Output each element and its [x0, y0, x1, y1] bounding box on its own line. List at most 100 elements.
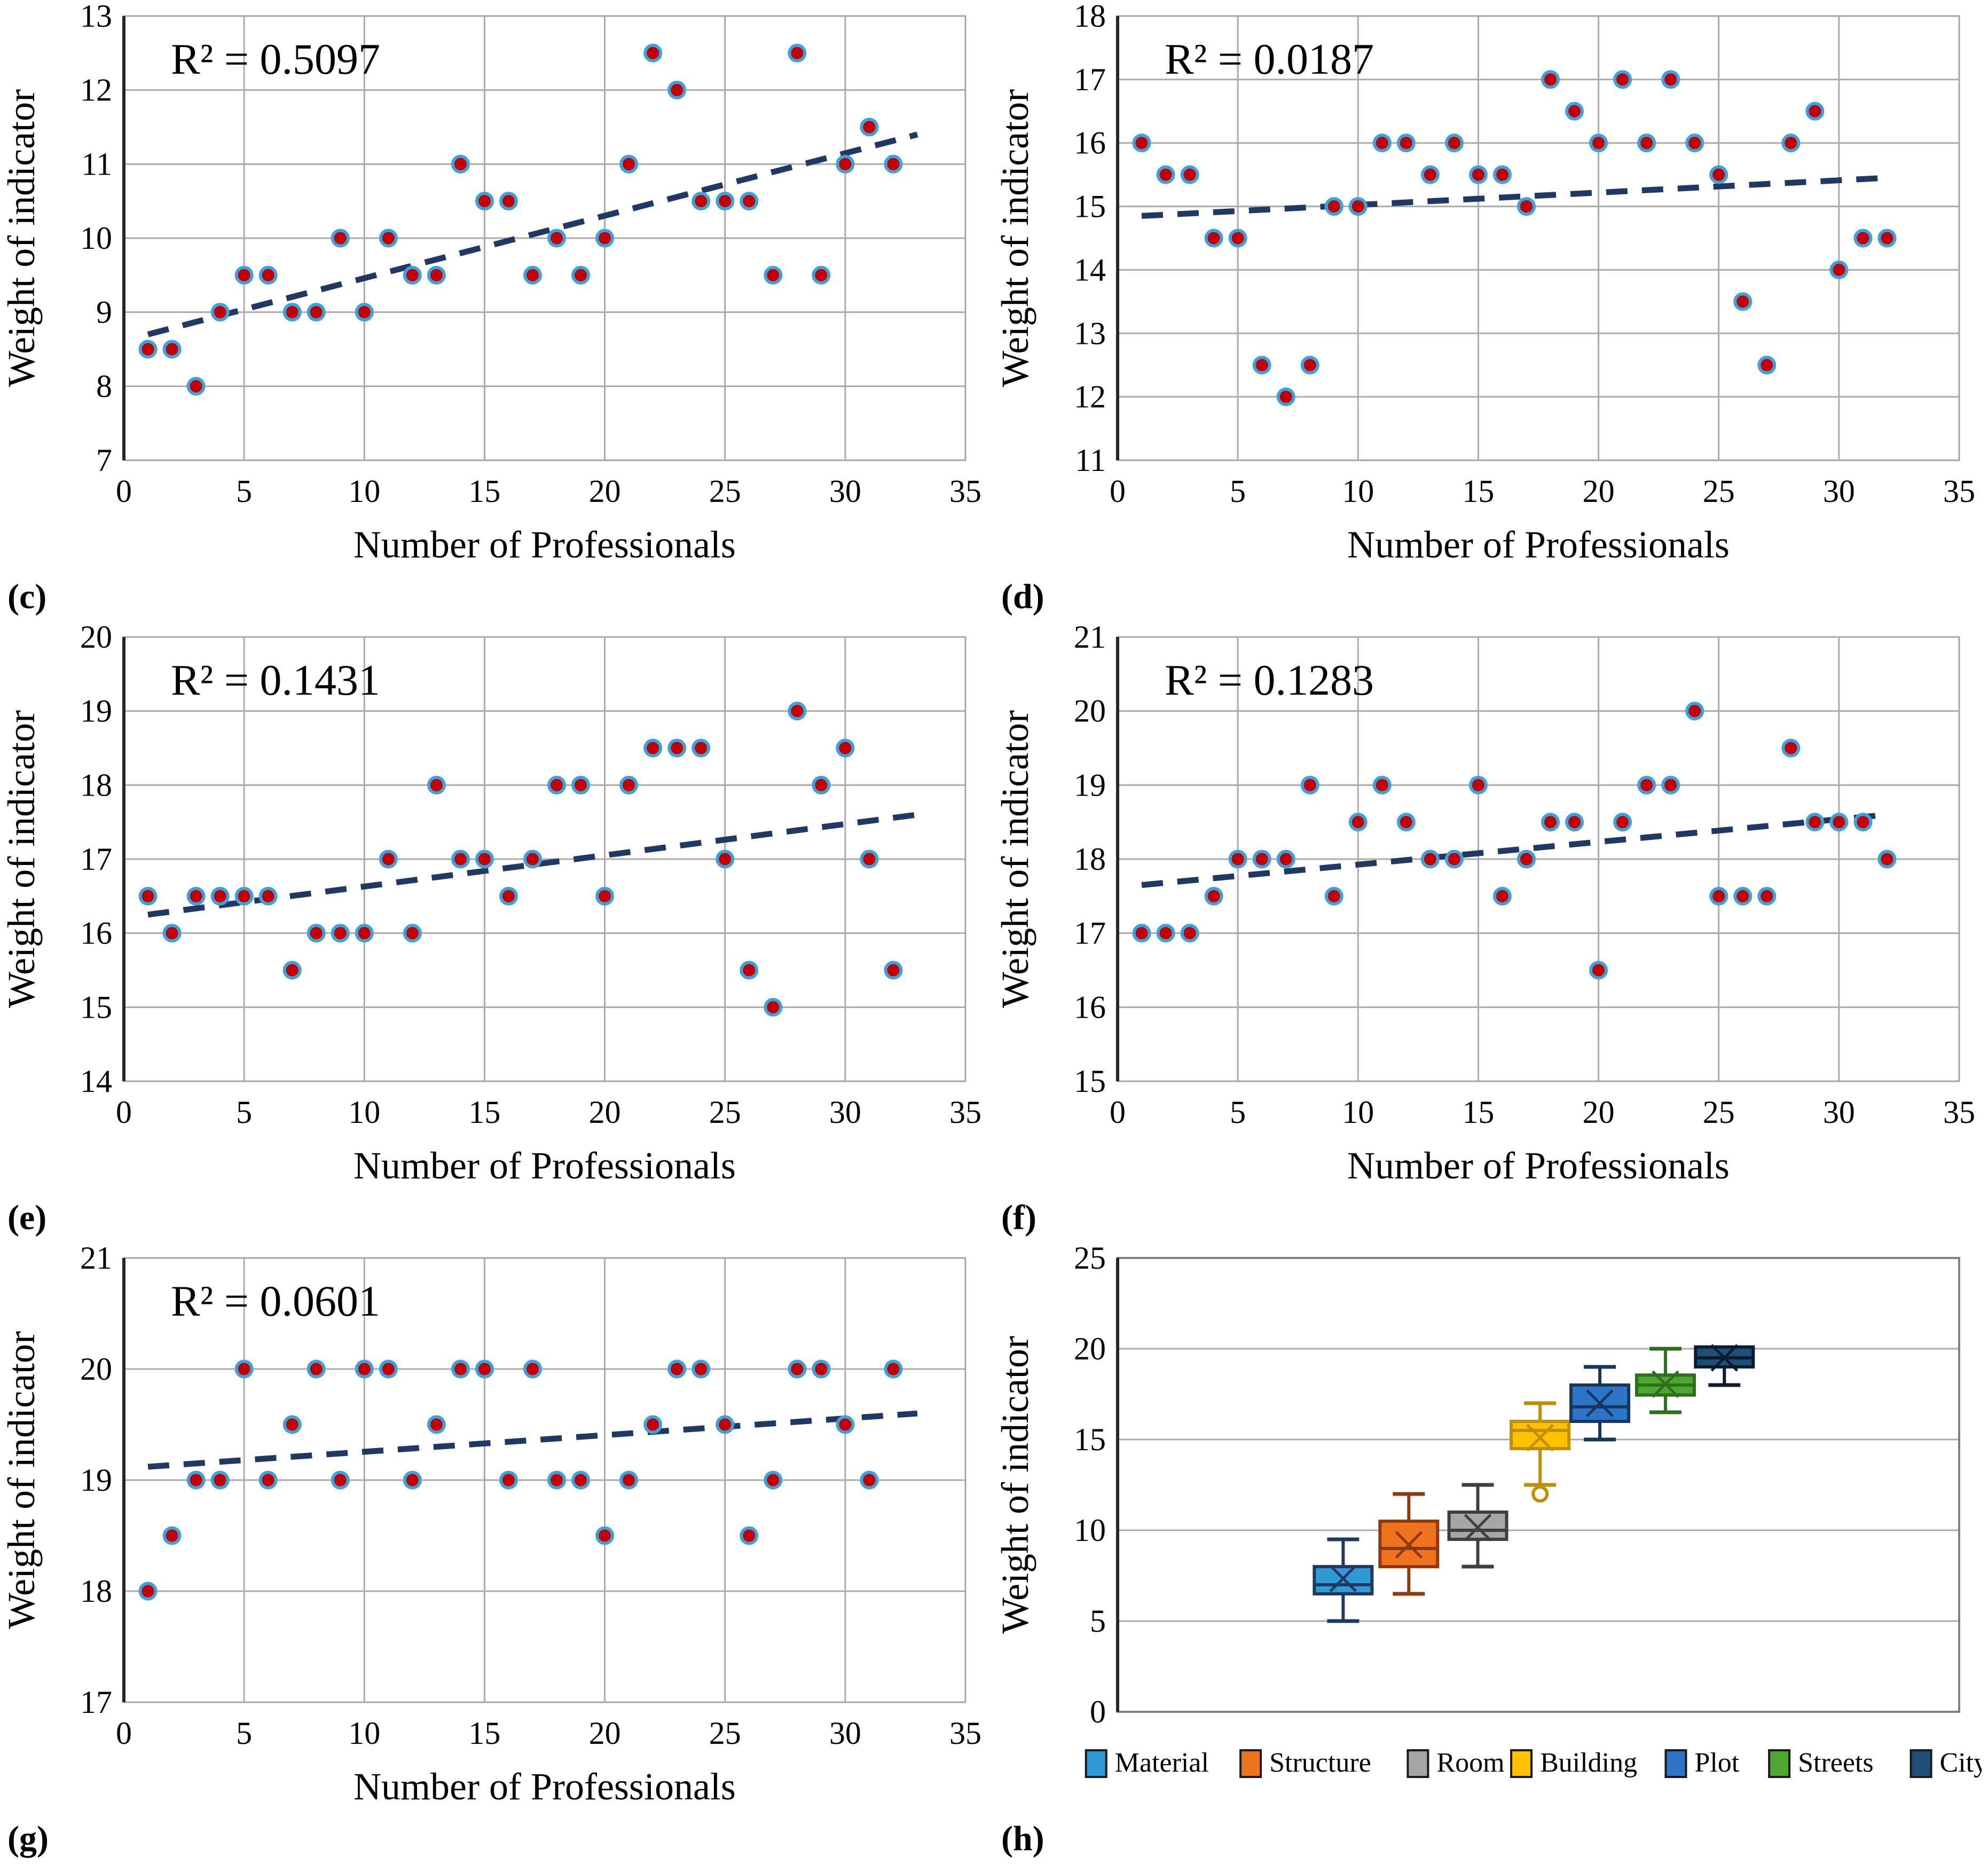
legend-label-streets: Streets: [1798, 1748, 1874, 1778]
y-tick-label: 13: [1074, 316, 1106, 351]
data-point: [1516, 850, 1536, 869]
legend-label-structure: Structure: [1269, 1748, 1371, 1778]
y-tick-label: 0: [1090, 1694, 1106, 1729]
data-point: [1661, 70, 1680, 89]
data-point: [716, 1415, 735, 1434]
data-point: [234, 265, 254, 285]
data-point: [1468, 775, 1488, 795]
data-point: [1324, 197, 1343, 216]
data-point: [1781, 133, 1801, 153]
data-point: [836, 1415, 855, 1434]
y-tick-label: 5: [1090, 1603, 1106, 1639]
panel-label-g: (g): [7, 1819, 49, 1858]
legend-swatch-streets: [1768, 1749, 1791, 1778]
y-tick-label: 7: [96, 443, 112, 478]
data-point: [1300, 775, 1319, 795]
panel-c: R² = 0.5097 7 8 9 10 11 12 13 0 5 10 15 20 25 30 35 Weig…: [0, 0, 994, 621]
x-tick-label: 15: [468, 1716, 500, 1751]
box-city: [1694, 1344, 1755, 1387]
trendline: [1141, 812, 1888, 888]
x-tick-label: 20: [589, 1716, 621, 1751]
data-point: [1156, 924, 1175, 943]
data-point: [740, 192, 759, 211]
data-point: [1613, 70, 1632, 89]
panel-f: R² = 0.1283 15 16 17 18 19 20 21 0 5 10 15 20 25 30 35 W…: [994, 621, 1988, 1242]
x-tick-label: 5: [236, 1095, 252, 1130]
data-point: [1348, 197, 1368, 216]
data-point: [451, 1359, 470, 1379]
y-tick-label: 12: [1074, 379, 1106, 414]
y-axis-title: Weight of indicator: [0, 710, 43, 1008]
data-point: [788, 702, 807, 721]
y-tick-label: 20: [1074, 694, 1106, 729]
data-point: [643, 738, 663, 758]
data-point: [1252, 850, 1271, 869]
data-point: [258, 886, 278, 906]
data-point: [1468, 165, 1488, 184]
data-point: [860, 1470, 879, 1490]
data-point: [764, 265, 783, 285]
data-point: [667, 738, 687, 758]
data-point: [162, 924, 182, 943]
panel-label-d: (d): [1001, 577, 1044, 616]
data-point: [1492, 886, 1512, 906]
data-point: [1781, 738, 1801, 758]
data-point: [1444, 133, 1464, 153]
data-point: [836, 738, 855, 758]
y-tick-label: 21: [1074, 621, 1106, 655]
r-squared-label: R² = 0.5097: [171, 35, 380, 83]
y-tick-label: 18: [80, 1574, 112, 1609]
y-tick-label: 13: [80, 0, 112, 34]
data-point: [1444, 850, 1464, 869]
data-point: [186, 1470, 206, 1490]
data-point: [331, 229, 350, 248]
data-point: [499, 192, 518, 211]
data-point: [595, 886, 615, 906]
legend-swatch-city: [1910, 1749, 1932, 1778]
y-tick-label: 18: [1074, 0, 1106, 34]
data-point: [788, 43, 807, 62]
y-axis-title: Weight of indicator: [0, 89, 43, 387]
data-point: [1276, 850, 1295, 869]
data-point: [1829, 260, 1849, 279]
data-point: [1228, 850, 1247, 869]
x-tick-label: 10: [348, 1716, 380, 1751]
data-point: [884, 154, 903, 174]
trendline: [1141, 175, 1888, 219]
x-tick-label: 35: [949, 1095, 981, 1130]
x-tick-label: 30: [829, 1095, 861, 1130]
data-point: [692, 1359, 711, 1379]
data-point: [1829, 813, 1849, 832]
data-point: [1156, 165, 1175, 184]
data-point: [1757, 886, 1777, 906]
data-point: [619, 1470, 639, 1490]
panel-d: R² = 0.0187 11 12 13 14 15 16 17 18 0 5 10 15 20 25 30 3…: [994, 0, 1988, 621]
data-point: [499, 1470, 518, 1490]
x-axis-title: Number of Professionals: [353, 523, 736, 566]
data-point: [427, 265, 446, 285]
data-point: [1420, 850, 1440, 869]
y-tick-label: 11: [81, 146, 112, 182]
y-tick-label: 20: [80, 1351, 112, 1387]
data-point: [475, 1359, 494, 1379]
data-point: [379, 1359, 398, 1379]
y-tick-label: 14: [1074, 252, 1106, 287]
panel-h: 0 5 10 15 20 25 Weight of indicator Material Str…: [994, 1242, 1988, 1863]
y-tick-label: 20: [80, 621, 112, 655]
data-point: [210, 303, 230, 322]
y-tick-label: 11: [1075, 443, 1106, 478]
data-point: [186, 886, 206, 906]
panel-e: R² = 0.1431 14 15 16 17 18 19 20 0 5 10 15 20 25 30 35 W…: [0, 621, 994, 1242]
data-point: [1877, 850, 1897, 869]
data-point: [643, 1415, 663, 1434]
data-point: [1853, 813, 1873, 832]
y-tick-label: 18: [1074, 841, 1106, 877]
r-squared-label: R² = 0.0187: [1165, 35, 1374, 83]
data-point: [595, 1526, 615, 1545]
data-point: [1396, 133, 1416, 153]
legend-label-room: Room: [1436, 1748, 1504, 1778]
r-squared-label: R² = 0.1431: [171, 656, 380, 704]
data-point: [403, 1470, 422, 1490]
box-building: [1510, 1401, 1571, 1503]
data-point: [1661, 775, 1680, 795]
